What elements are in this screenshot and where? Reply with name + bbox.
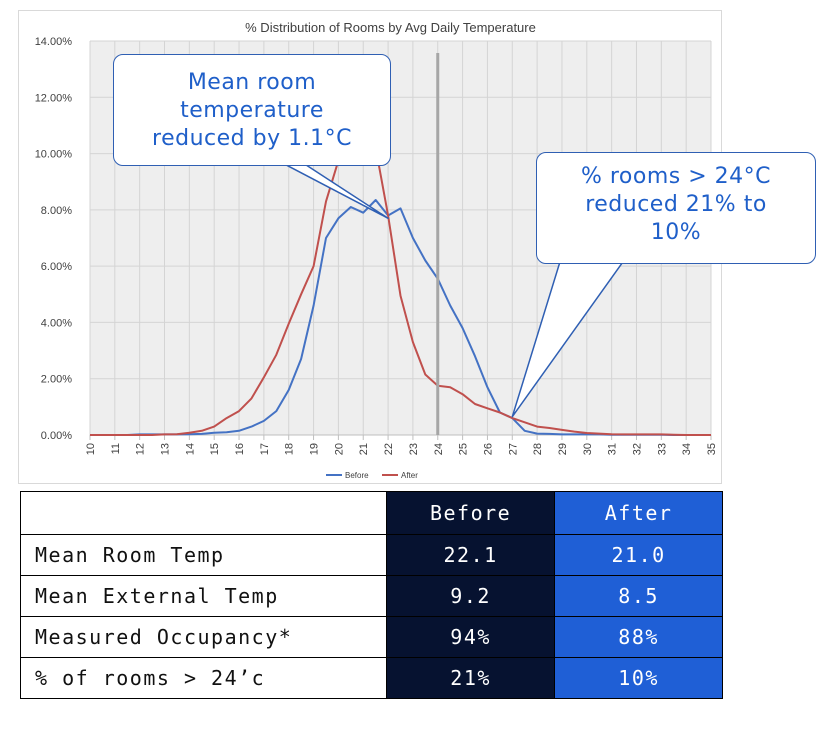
callout-mean-line-1: Mean room [187,70,317,95]
x-tick-label: 27 [507,443,519,455]
x-tick-label: 19 [309,443,321,455]
before-value: 9.2 [385,575,556,617]
x-tick-label: 22 [383,443,395,455]
legend-label-before: Before [345,471,369,480]
header-before-cell: Before [385,491,556,535]
callout-mean-line-3: reduced by 1.1°C [152,126,352,151]
x-tick-label: 10 [85,443,97,455]
before-value: 94% [385,616,556,658]
y-tick-label: 6.00% [41,261,72,273]
y-tick-label: 2.00% [41,374,72,386]
x-tick-label: 33 [656,443,668,455]
x-tick-label: 16 [234,443,246,455]
callout-rooms-line-1: % rooms > 24°C [580,164,772,189]
chart-area: % Distribution of Rooms by Avg Daily Tem… [18,10,816,485]
legend-label-after: After [401,471,418,480]
x-tick-label: 26 [482,443,494,455]
row-label: Mean Room Temp [20,534,387,576]
callout-rooms-over-24: % rooms > 24°C reduced 21% to 10% [536,152,816,264]
callout-mean-line-2: temperature [180,98,324,123]
x-tick-label: 17 [259,443,271,455]
x-tick-label: 12 [135,443,147,455]
header-after-cell: After [554,491,723,535]
x-tick-label: 30 [582,443,594,455]
table-header-row: Before After [20,491,723,535]
x-tick-label: 23 [408,443,420,455]
y-tick-label: 14.00% [35,36,73,48]
after-value: 8.5 [554,575,723,617]
x-tick-label: 24 [433,443,445,455]
x-tick-label: 35 [706,443,718,455]
y-tick-label: 0.00% [41,430,72,442]
before-value: 21% [385,657,556,699]
table-row: Mean External Temp 9.2 8.5 [20,575,723,617]
table-row: % of rooms > 24’c 21% 10% [20,657,723,699]
y-tick-label: 12.00% [35,92,73,104]
x-tick-label: 15 [209,443,221,455]
row-label: Mean External Temp [20,575,387,617]
y-tick-label: 10.00% [35,149,73,161]
summary-table: Before After Mean Room Temp 22.1 21.0 Me… [20,491,723,699]
x-tick-label: 29 [557,443,569,455]
table-row: Mean Room Temp 22.1 21.0 [20,534,723,576]
row-label: % of rooms > 24’c [20,657,387,699]
x-tick-label: 31 [607,443,619,455]
callout-mean-temp: Mean room temperature reduced by 1.1°C [113,54,391,166]
after-value: 21.0 [554,534,723,576]
table-row: Measured Occupancy* 94% 88% [20,616,723,658]
callout-rooms-line-2: reduced 21% to [585,192,767,217]
after-value: 88% [554,616,723,658]
x-tick-label: 28 [532,443,544,455]
x-tick-label: 13 [160,443,172,455]
x-tick-label: 25 [458,443,470,455]
x-tick-label: 34 [681,443,693,455]
x-tick-label: 18 [284,443,296,455]
row-label: Measured Occupancy* [20,616,387,658]
x-tick-label: 11 [110,443,122,454]
x-tick-label: 14 [184,443,196,455]
before-value: 22.1 [385,534,556,576]
x-tick-label: 20 [333,443,345,455]
chart-title: % Distribution of Rooms by Avg Daily Tem… [245,20,536,35]
y-tick-label: 8.00% [41,205,72,217]
header-blank-cell [20,491,387,535]
x-tick-label: 21 [358,443,370,455]
series-line-after [90,97,711,436]
callout-rooms-line-3: 10% [650,220,702,245]
y-tick-label: 4.00% [41,317,72,329]
after-value: 10% [554,657,723,699]
x-tick-label: 32 [631,443,643,455]
